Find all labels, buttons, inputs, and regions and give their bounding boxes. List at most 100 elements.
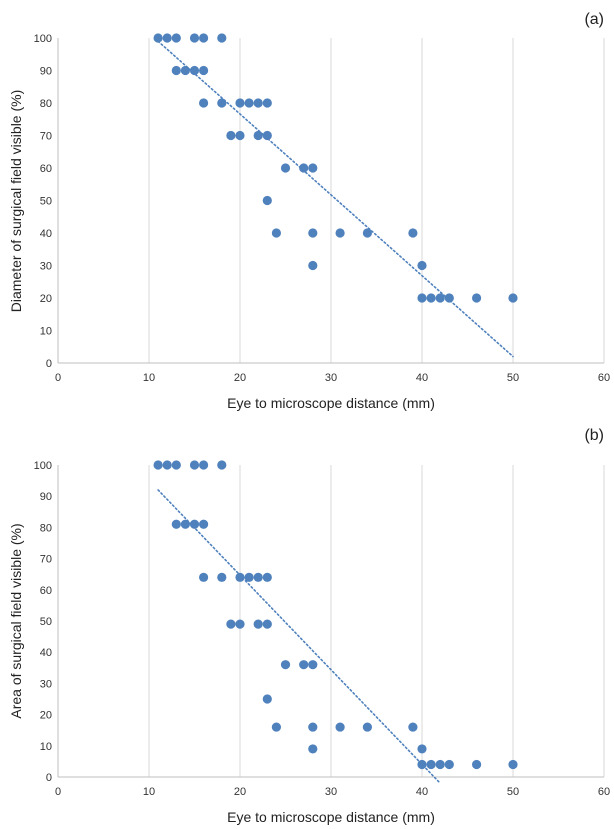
data-point <box>335 722 345 732</box>
data-point <box>253 619 263 629</box>
data-point <box>308 163 318 173</box>
data-point <box>199 65 209 76</box>
data-point <box>417 260 427 271</box>
data-point <box>335 228 345 238</box>
trendline-b <box>157 489 442 785</box>
y-tick-label: 70 <box>40 554 52 566</box>
data-point <box>253 98 263 108</box>
data-point <box>180 519 190 529</box>
data-point <box>199 33 209 43</box>
data-point <box>153 460 163 470</box>
data-point <box>271 228 281 238</box>
x-tick-label: 40 <box>416 372 428 384</box>
x-tick-label: 0 <box>55 786 61 798</box>
y-tick-label: 80 <box>40 98 52 110</box>
y-tick-labels-b: 0 10 20 30 40 50 60 70 80 90 100 <box>34 460 52 784</box>
data-point <box>162 460 172 470</box>
data-point <box>444 759 454 770</box>
data-point <box>262 195 272 206</box>
data-point <box>408 228 418 238</box>
x-tick-labels-a: 0 10 20 30 40 50 60 <box>55 372 610 384</box>
y-tick-label: 80 <box>40 522 52 534</box>
data-point <box>199 98 209 108</box>
data-point <box>171 519 181 529</box>
y-axis-title-a: Diameter of surgical field visible (%) <box>8 90 24 313</box>
x-tick-label: 10 <box>143 786 155 798</box>
data-point <box>217 33 227 43</box>
data-point <box>189 33 200 43</box>
data-point <box>262 98 272 108</box>
x-axis-title-b: Eye to microscope distance (mm) <box>227 809 435 825</box>
data-point <box>299 163 309 173</box>
y-tick-label: 0 <box>46 772 52 784</box>
data-points-a <box>153 33 518 303</box>
data-point <box>189 65 200 76</box>
y-tick-label: 40 <box>40 228 52 240</box>
trendline-a <box>157 40 514 358</box>
x-tick-label: 10 <box>143 372 155 384</box>
data-point <box>472 759 482 770</box>
x-tick-label: 60 <box>598 786 610 798</box>
y-tick-label: 90 <box>40 491 52 503</box>
data-point <box>180 65 190 76</box>
y-tick-label: 70 <box>40 131 52 143</box>
linear-trendline <box>157 40 514 358</box>
x-tick-label: 50 <box>507 372 519 384</box>
panel-label-a: (a) <box>584 11 604 28</box>
chart-panel-a: (a) 0 10 20 30 40 50 60 0 10 20 30 40 50 60 70 80 90 100… <box>8 11 610 411</box>
x-tick-label: 30 <box>325 372 337 384</box>
y-tick-label: 50 <box>40 616 52 628</box>
y-tick-labels-a: 0 10 20 30 40 50 60 70 80 90 100 <box>34 33 52 370</box>
data-point <box>362 228 372 238</box>
grid-a <box>148 38 605 363</box>
data-point <box>262 694 272 704</box>
data-point <box>162 33 172 43</box>
y-tick-label: 30 <box>40 678 52 690</box>
data-point <box>426 293 436 303</box>
data-point <box>226 130 236 141</box>
data-point <box>308 660 318 670</box>
data-point <box>235 130 245 141</box>
x-axis-title-a: Eye to microscope distance (mm) <box>227 395 435 411</box>
chart-panel-b: (b) 0 10 20 30 40 50 60 0 10 20 30 40 50 60 70 80 90 100… <box>8 427 610 825</box>
data-point <box>426 759 436 770</box>
y-tick-label: 90 <box>40 66 52 78</box>
data-point <box>189 460 200 470</box>
data-point <box>417 744 427 754</box>
data-point <box>217 98 227 108</box>
data-point <box>171 460 181 470</box>
data-point <box>362 722 372 732</box>
data-point <box>262 572 272 582</box>
data-point <box>508 759 518 770</box>
x-tick-label: 30 <box>325 786 337 798</box>
data-point <box>262 130 272 141</box>
data-point <box>417 759 427 770</box>
data-point <box>280 660 291 670</box>
x-tick-label: 0 <box>55 372 61 384</box>
y-tick-label: 30 <box>40 261 52 273</box>
x-tick-label: 40 <box>416 786 428 798</box>
data-point <box>244 572 254 582</box>
data-point <box>217 572 227 582</box>
linear-trendline <box>157 489 442 785</box>
y-tick-label: 100 <box>34 33 52 45</box>
x-tick-label: 60 <box>598 372 610 384</box>
panel-label-b: (b) <box>584 427 604 444</box>
data-point <box>253 572 263 582</box>
axes-b <box>57 465 604 778</box>
y-tick-label: 60 <box>40 585 52 597</box>
y-tick-label: 20 <box>40 293 52 305</box>
data-point <box>435 759 445 770</box>
data-point <box>235 98 245 108</box>
data-point <box>235 572 245 582</box>
x-tick-label: 50 <box>507 786 519 798</box>
y-tick-label: 20 <box>40 710 52 722</box>
y-tick-label: 10 <box>40 741 52 753</box>
data-point <box>199 519 209 529</box>
data-point <box>189 519 200 529</box>
y-tick-label: 0 <box>46 358 52 370</box>
data-point <box>308 744 318 754</box>
data-point <box>472 293 482 303</box>
data-point <box>244 98 254 108</box>
